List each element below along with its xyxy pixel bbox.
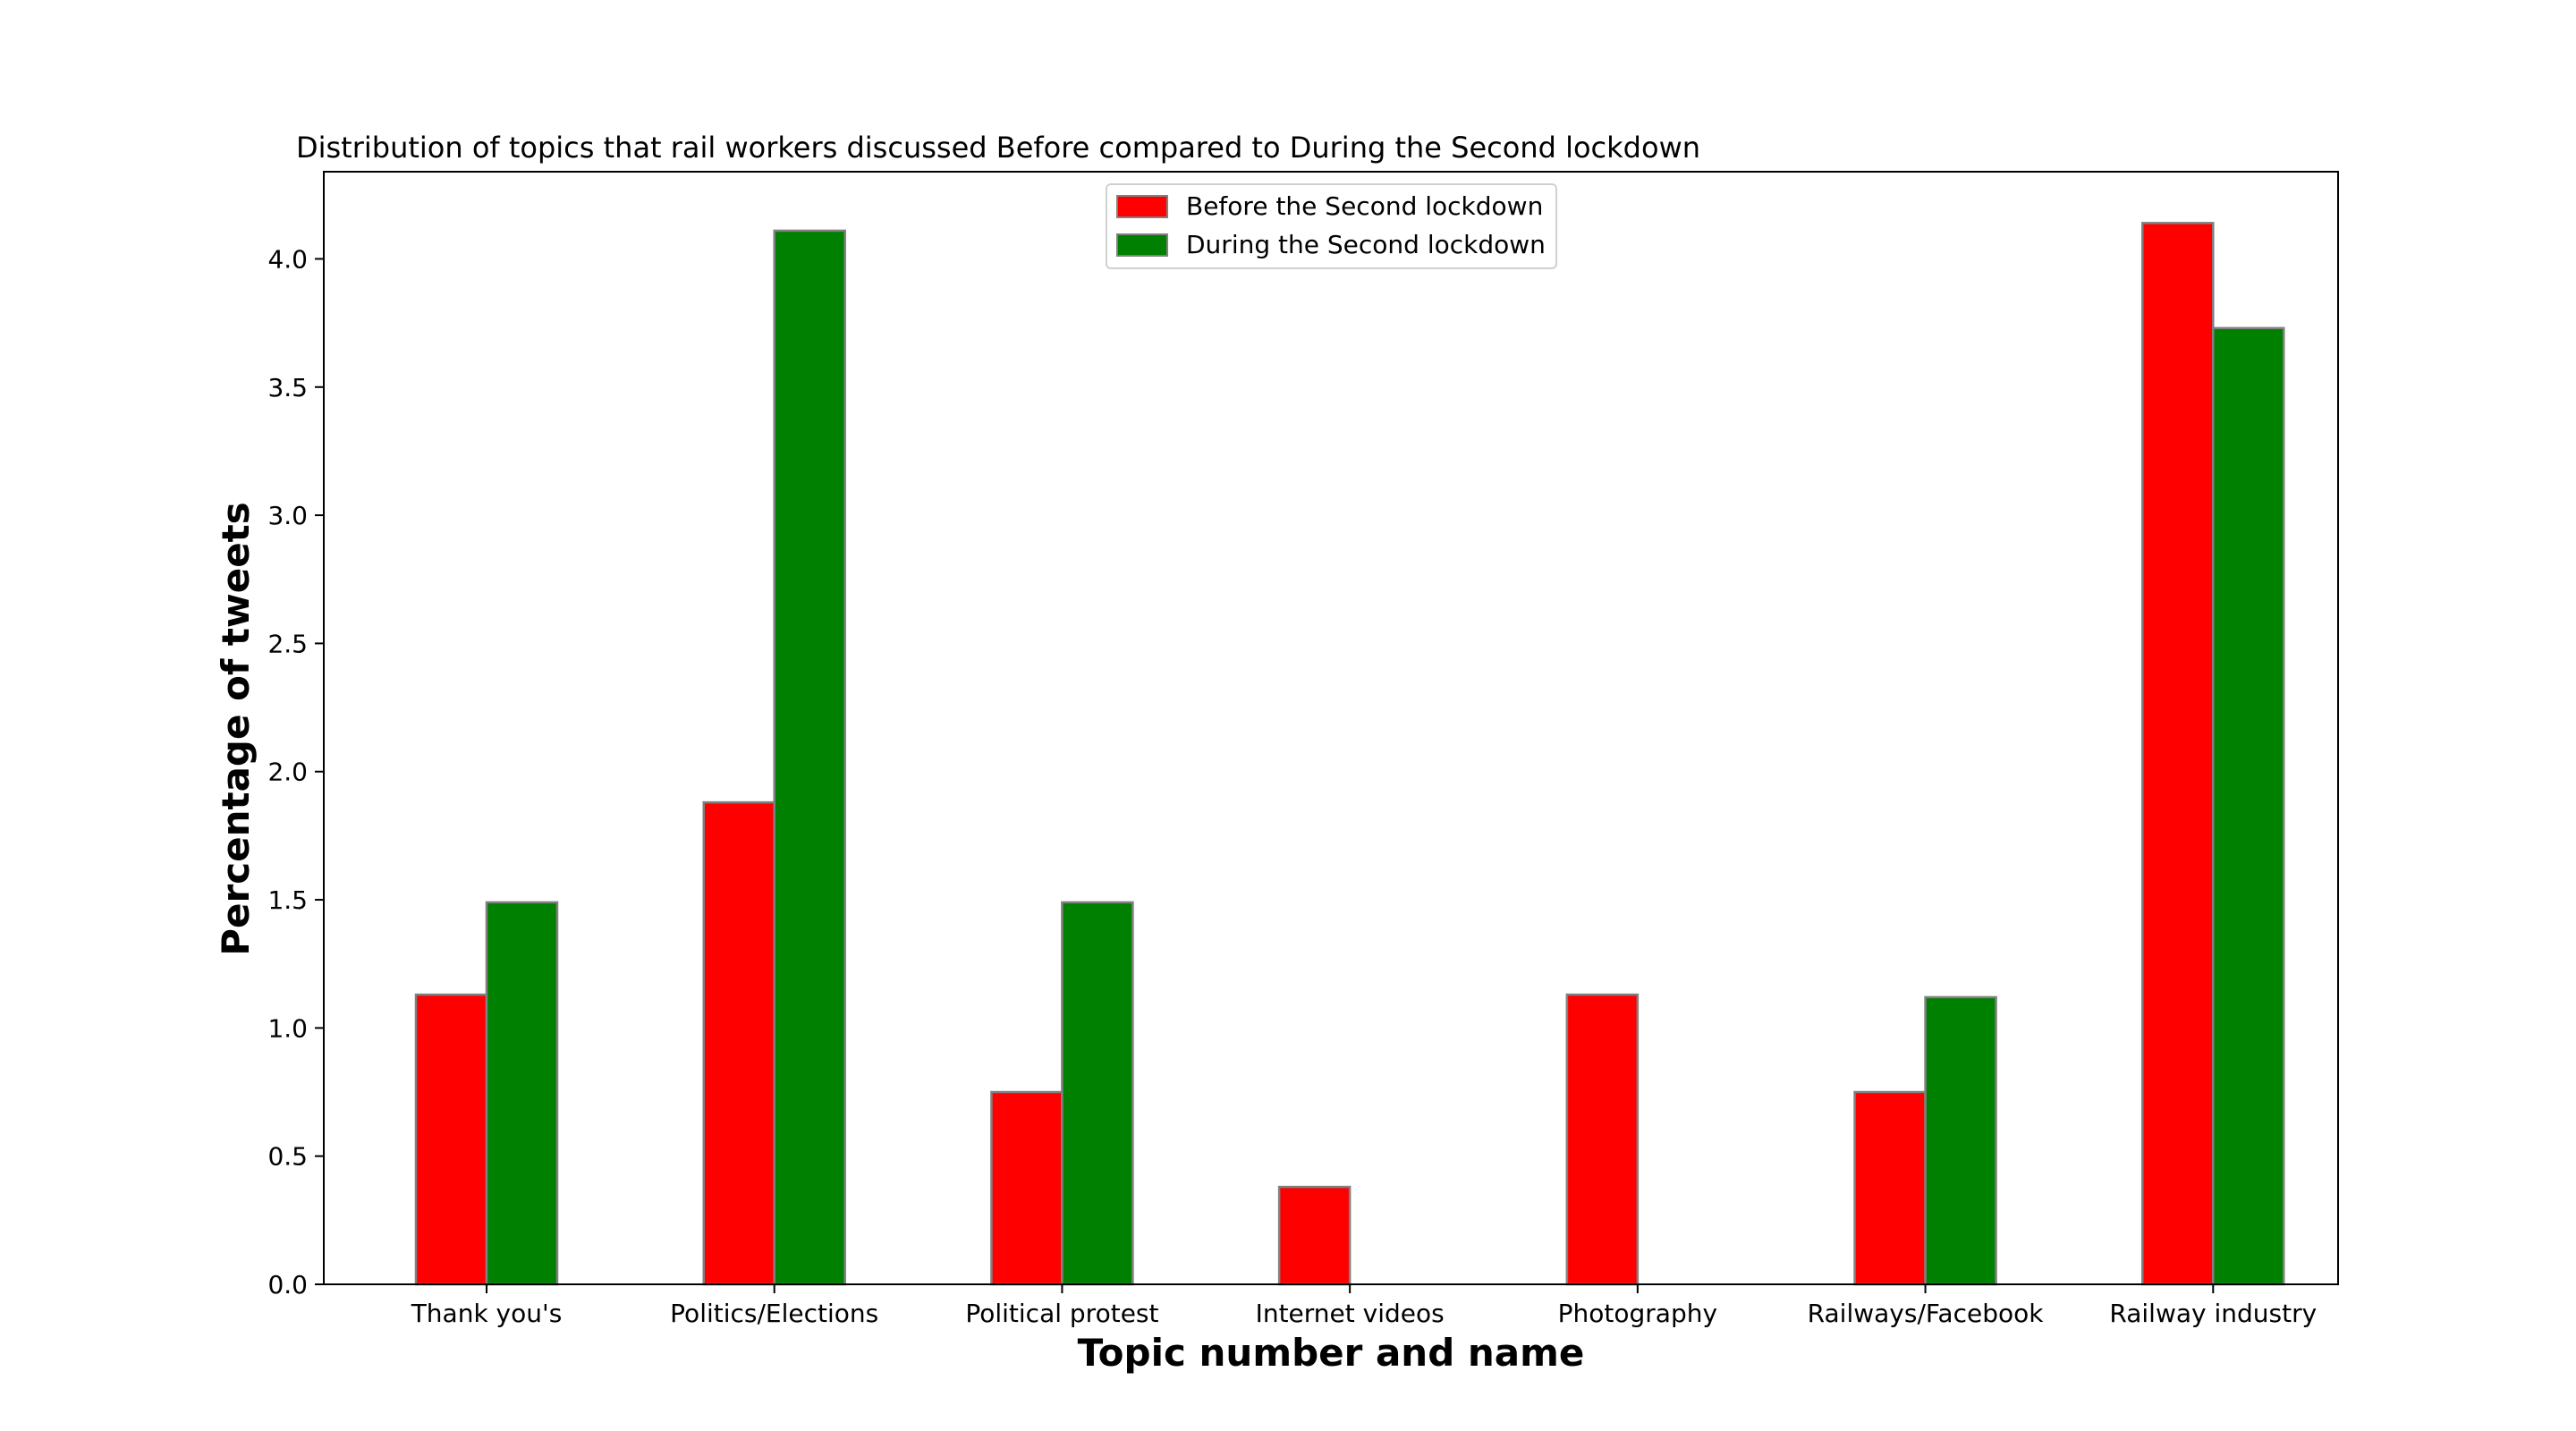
- bar-before-5: [1853, 1090, 1927, 1286]
- y-axis-label: Percentage of tweets: [214, 502, 258, 956]
- bars-group: [414, 222, 2285, 1286]
- bar-during-1: [773, 229, 846, 1286]
- bar-before-0: [414, 993, 488, 1286]
- legend-swatch: [1116, 195, 1168, 218]
- legend-swatch: [1116, 233, 1168, 257]
- x-tick-label: Political protest: [965, 1299, 1158, 1328]
- x-axis-ticks: Thank you's Politics/Elections Political p…: [411, 1284, 2317, 1328]
- y-tick-label: 2.0: [267, 758, 308, 787]
- legend-label: Before the Second lockdown: [1186, 191, 1543, 221]
- bar-during-6: [2212, 326, 2285, 1286]
- legend-box: [1106, 183, 1557, 269]
- y-tick-label: 3.5: [267, 373, 308, 402]
- bar-before-4: [1565, 993, 1640, 1286]
- y-tick-label: 0.0: [267, 1270, 308, 1300]
- bar-before-3: [1277, 1185, 1352, 1286]
- legend-label: During the Second lockdown: [1186, 230, 1546, 259]
- plot-frame: [323, 171, 2339, 1285]
- bar-before-6: [2141, 222, 2215, 1286]
- bar-before-2: [990, 1090, 1063, 1286]
- bar-during-5: [1924, 995, 1997, 1286]
- x-tick-label: Railways/Facebook: [1808, 1299, 2045, 1328]
- axes-frame: [323, 171, 2339, 1285]
- legend: Before the Second lockdown During the Sec…: [1106, 183, 1557, 269]
- bar-during-0: [485, 901, 559, 1286]
- y-tick-label: 0.5: [267, 1142, 308, 1172]
- x-tick-label: Railway industry: [2109, 1299, 2317, 1328]
- bar-before-1: [702, 800, 775, 1286]
- y-axis-ticks: 0.0 0.5 1.0 1.5 2.0 2.5 3.0 3.5 4.0: [267, 244, 324, 1300]
- x-axis-label: Topic number and name: [1078, 1331, 1585, 1375]
- x-tick-label: Thank you's: [411, 1299, 563, 1328]
- x-tick-label: Politics/Elections: [670, 1299, 878, 1328]
- y-tick-label: 2.5: [267, 629, 308, 658]
- chart-title: Distribution of topics that rail workers…: [296, 131, 1700, 165]
- x-tick-label: Internet videos: [1256, 1299, 1445, 1328]
- y-tick-label: 1.0: [267, 1013, 308, 1043]
- x-tick-label: Photography: [1558, 1299, 1717, 1328]
- y-tick-label: 4.0: [267, 244, 308, 274]
- y-tick-label: 1.5: [267, 885, 308, 915]
- bar-during-2: [1061, 901, 1134, 1286]
- y-tick-label: 3.0: [267, 501, 308, 530]
